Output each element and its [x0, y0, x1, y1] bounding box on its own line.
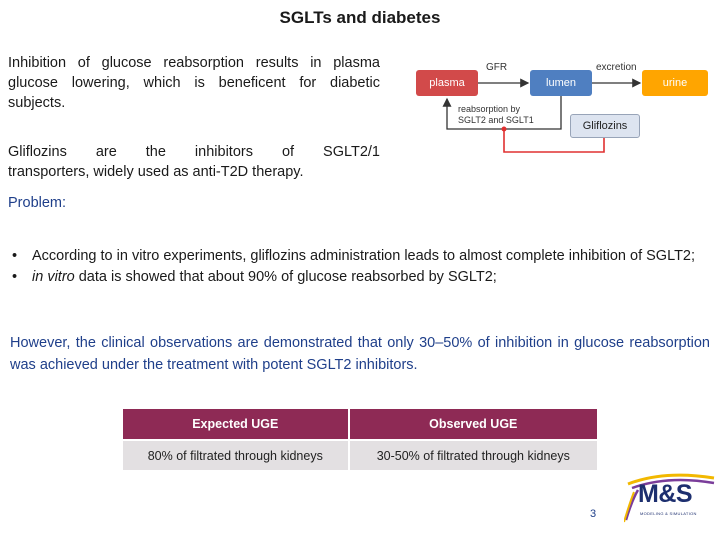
uge-table: Expected UGE Observed UGE 80% of filtrat… — [123, 409, 597, 470]
slide-title: SGLTs and diabetes — [279, 8, 441, 27]
reabsorption-line-2: SGLT2 and SGLT1 — [458, 115, 534, 125]
intro-paragraph: Inhibition of glucose reabsorption resul… — [8, 55, 380, 111]
reabsorption-label: reabsorption by SGLT2 and SGLT1 — [458, 104, 558, 126]
gliflozins-box: Gliflozins — [570, 114, 640, 138]
observed-uge-value: 30-50% of filtrated through kidneys — [348, 439, 597, 470]
logo-tagline: MODELING & SIMULATION — [640, 511, 697, 516]
urine-box: urine — [642, 70, 708, 96]
inhibition-dot — [501, 126, 507, 132]
reabsorption-line-1: reabsorption by — [458, 104, 521, 114]
table-row: 80% of filtrated through kidneys 30-50% … — [123, 439, 597, 470]
glucose-flow-diagram: plasma lumen urine Gliflozins GFR excret… — [408, 52, 716, 162]
bullet-text: data is showed that about 90% of glucose… — [74, 269, 497, 285]
problem-label: Problem: — [8, 195, 67, 211]
excretion-label: excretion — [596, 62, 637, 73]
expected-uge-header: Expected UGE — [123, 409, 350, 440]
expected-uge-value: 80% of filtrated through kidneys — [123, 439, 350, 470]
gliflozins-paragraph: Gliflozins are the inhibitors of SGLT2/1… — [8, 142, 380, 182]
observed-uge-header: Observed UGE — [348, 409, 597, 440]
logo-text: M&S — [638, 480, 693, 508]
gfr-label: GFR — [486, 62, 508, 73]
bullet-text: According to in vitro experiments, glifl… — [32, 248, 696, 264]
lumen-box: lumen — [530, 70, 592, 96]
plasma-box: plasma — [416, 70, 478, 96]
page-number: 3 — [590, 508, 597, 520]
bullet-item: According to in vitro experiments, glifl… — [10, 246, 710, 267]
bullet-italic: in vitro — [32, 269, 75, 285]
ms-logo: M&S MODELING & SIMULATION — [624, 470, 716, 526]
problem-bullets: According to in vitro experiments, glifl… — [10, 246, 710, 288]
logo-swoosh-icon — [624, 473, 715, 523]
diagram-arrows — [442, 78, 642, 153]
however-paragraph: However, the clinical observations are d… — [10, 335, 710, 373]
gliflozins-line-1: Gliflozins are the inhibitors of SGLT2/1 — [8, 144, 380, 160]
table-header-row: Expected UGE Observed UGE — [123, 409, 597, 440]
inhibition-line — [503, 130, 605, 153]
gliflozins-line-2: transporters, widely used as anti-T2D th… — [8, 164, 304, 180]
bullet-item: in vitro data is showed that about 90% o… — [10, 267, 710, 288]
